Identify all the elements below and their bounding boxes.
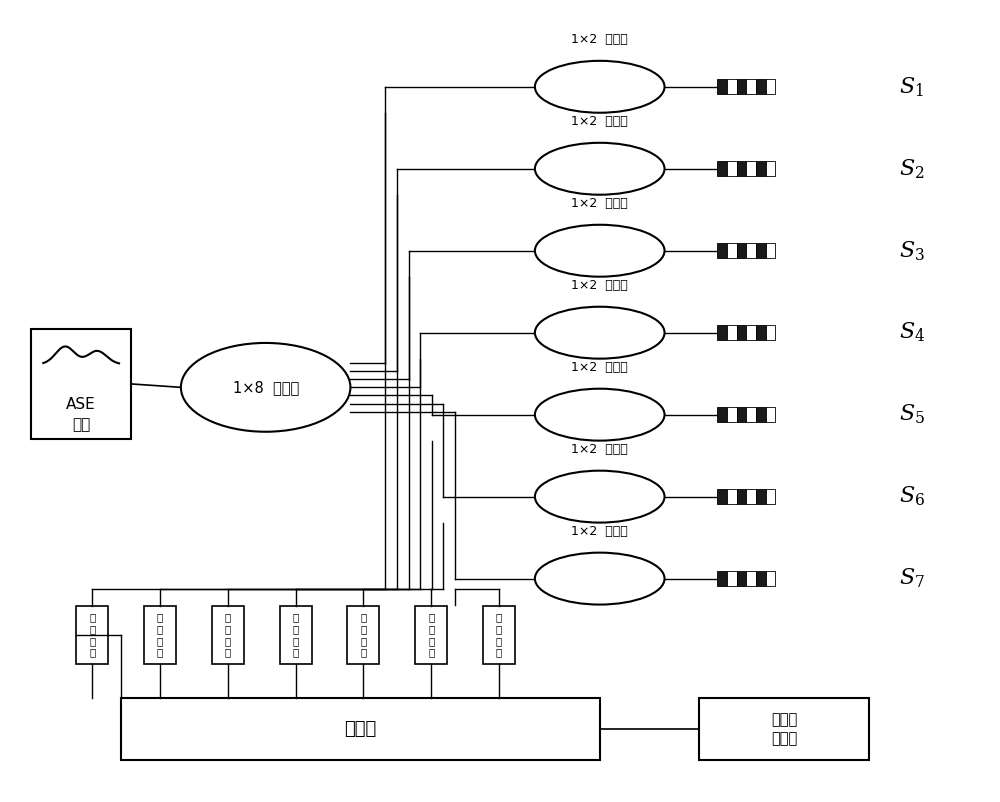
Text: 1×2  耦合器: 1×2 耦合器: [571, 115, 628, 128]
Ellipse shape: [535, 61, 665, 113]
Bar: [756, 571, 766, 586]
Bar: [746, 325, 756, 340]
Bar: [737, 407, 746, 422]
Bar: [347, 606, 379, 664]
Text: 1×2  耦合器: 1×2 耦合器: [571, 525, 628, 537]
Bar: [280, 606, 312, 664]
Bar: [717, 243, 727, 258]
Text: 放大器: 放大器: [344, 720, 377, 738]
Bar: [746, 407, 756, 422]
Bar: [756, 407, 766, 422]
Text: $S_{2}$: $S_{2}$: [899, 157, 924, 180]
Bar: [212, 606, 244, 664]
Bar: [737, 325, 746, 340]
Ellipse shape: [535, 553, 665, 605]
Text: 数据采
集系统: 数据采 集系统: [771, 712, 797, 746]
Bar: [717, 407, 727, 422]
Bar: [746, 243, 756, 258]
Text: $S_{6}$: $S_{6}$: [899, 485, 925, 508]
Bar: [717, 571, 727, 586]
Text: 光
电
转
换: 光 电 转 换: [157, 613, 163, 658]
Bar: [756, 79, 766, 95]
Text: 光
电
转
换: 光 电 转 换: [89, 613, 95, 658]
Bar: [766, 571, 775, 586]
Bar: [727, 407, 737, 422]
Bar: [737, 161, 746, 176]
Text: 光
电
转
换: 光 电 转 换: [496, 613, 502, 658]
Bar: [746, 571, 756, 586]
Bar: [756, 325, 766, 340]
Bar: [766, 325, 775, 340]
Bar: [717, 161, 727, 176]
Bar: [727, 243, 737, 258]
Bar: [717, 325, 727, 340]
Bar: [756, 489, 766, 504]
Text: 1×8  耦合器: 1×8 耦合器: [233, 380, 299, 395]
Text: $S_{7}$: $S_{7}$: [899, 567, 925, 590]
Bar: [144, 606, 176, 664]
Ellipse shape: [535, 306, 665, 358]
Ellipse shape: [535, 143, 665, 195]
Bar: [766, 489, 775, 504]
Text: $S_{5}$: $S_{5}$: [899, 403, 925, 427]
Bar: [737, 489, 746, 504]
Text: $S_{4}$: $S_{4}$: [899, 321, 925, 345]
Ellipse shape: [535, 225, 665, 277]
Bar: [737, 571, 746, 586]
Bar: [76, 606, 108, 664]
Text: 光
电
转
换: 光 电 转 换: [428, 613, 434, 658]
Bar: [727, 79, 737, 95]
Text: 光
电
转
换: 光 电 转 换: [225, 613, 231, 658]
Bar: [717, 79, 727, 95]
Bar: [766, 243, 775, 258]
Bar: [756, 243, 766, 258]
Bar: [727, 325, 737, 340]
Bar: [121, 699, 600, 759]
Text: 1×2  耦合器: 1×2 耦合器: [571, 443, 628, 456]
Text: $S_{1}$: $S_{1}$: [899, 75, 924, 99]
Text: 1×2  耦合器: 1×2 耦合器: [571, 361, 628, 374]
Bar: [727, 161, 737, 176]
Text: 光
电
转
换: 光 电 转 换: [360, 613, 367, 658]
Text: 光
电
转
换: 光 电 转 换: [292, 613, 299, 658]
Bar: [756, 161, 766, 176]
Ellipse shape: [181, 343, 350, 431]
Bar: [746, 79, 756, 95]
Bar: [746, 161, 756, 176]
Bar: [415, 606, 447, 664]
Bar: [727, 571, 737, 586]
Bar: [31, 330, 131, 439]
Bar: [746, 489, 756, 504]
Text: ASE
光源: ASE 光源: [66, 397, 96, 432]
Bar: [766, 79, 775, 95]
Ellipse shape: [535, 471, 665, 523]
Bar: [766, 407, 775, 422]
Bar: [699, 699, 869, 759]
Text: $S_{3}$: $S_{3}$: [899, 239, 925, 262]
Bar: [766, 161, 775, 176]
Bar: [737, 79, 746, 95]
Bar: [717, 489, 727, 504]
Text: 1×2  耦合器: 1×2 耦合器: [571, 279, 628, 292]
Ellipse shape: [535, 389, 665, 440]
Text: 1×2  耦合器: 1×2 耦合器: [571, 33, 628, 46]
Text: 1×2  耦合器: 1×2 耦合器: [571, 196, 628, 210]
Bar: [737, 243, 746, 258]
Bar: [727, 489, 737, 504]
Bar: [483, 606, 515, 664]
